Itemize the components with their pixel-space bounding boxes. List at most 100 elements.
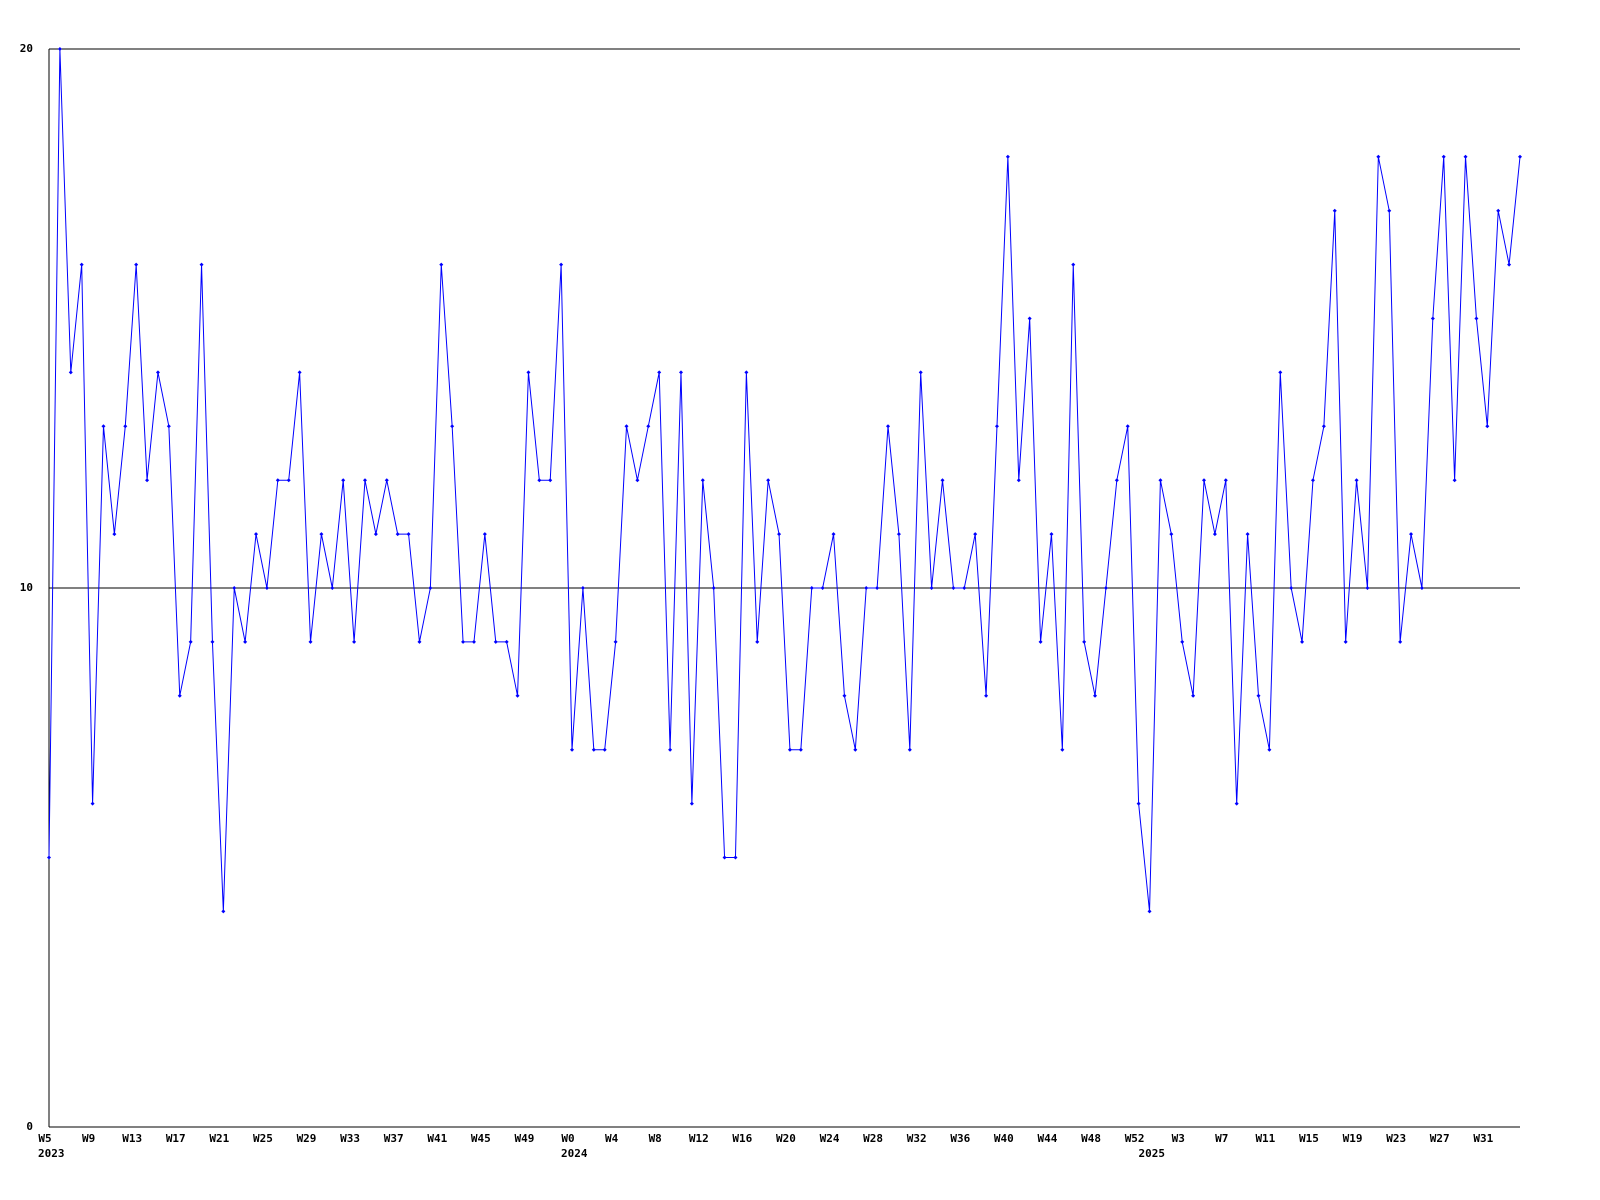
data-point bbox=[1136, 801, 1141, 806]
x-tick-label: W0 bbox=[561, 1132, 574, 1145]
data-point bbox=[461, 639, 466, 644]
x-tick-label: W11 bbox=[1255, 1132, 1275, 1145]
x-tick-label: W4 bbox=[605, 1132, 619, 1145]
data-point bbox=[1376, 154, 1381, 159]
data-point bbox=[1049, 532, 1054, 537]
data-point bbox=[700, 478, 705, 483]
data-point bbox=[537, 478, 542, 483]
data-point bbox=[1223, 478, 1228, 483]
data-point bbox=[504, 639, 509, 644]
data-point bbox=[570, 747, 575, 752]
data-point bbox=[1202, 478, 1207, 483]
data-point bbox=[602, 747, 607, 752]
data-point bbox=[711, 586, 716, 590]
data-point bbox=[1093, 693, 1098, 698]
data-point bbox=[1343, 639, 1348, 644]
data-point bbox=[668, 747, 673, 752]
data-point bbox=[57, 47, 62, 51]
data-point bbox=[733, 855, 738, 860]
data-point bbox=[330, 586, 335, 590]
x-tick-label: W13 bbox=[122, 1132, 142, 1145]
data-point bbox=[428, 586, 433, 590]
data-point bbox=[886, 424, 891, 429]
data-point bbox=[319, 532, 324, 537]
x-tick-label: W20 bbox=[776, 1132, 796, 1145]
x-tick-label: W9 bbox=[82, 1132, 95, 1145]
y-tick-label: 0 bbox=[26, 1120, 33, 1133]
data-point bbox=[221, 909, 226, 914]
data-point bbox=[929, 586, 934, 590]
data-point bbox=[90, 801, 95, 806]
data-point bbox=[809, 586, 814, 590]
data-point bbox=[384, 478, 389, 483]
data-point bbox=[417, 639, 422, 644]
x-tick-label: W23 bbox=[1386, 1132, 1406, 1145]
data-point bbox=[155, 370, 160, 375]
data-point bbox=[79, 262, 84, 267]
data-point bbox=[635, 478, 640, 483]
data-point bbox=[1114, 478, 1119, 483]
x-tick-label: W27 bbox=[1430, 1132, 1450, 1145]
data-point bbox=[842, 693, 847, 698]
data-point bbox=[1289, 586, 1294, 590]
data-point bbox=[1409, 532, 1414, 537]
data-point bbox=[1256, 693, 1261, 698]
data-point bbox=[210, 639, 215, 644]
data-point bbox=[373, 532, 378, 537]
data-point bbox=[232, 586, 237, 590]
data-point bbox=[973, 532, 978, 537]
data-point bbox=[1518, 154, 1522, 159]
x-tick-label: W44 bbox=[1038, 1132, 1058, 1145]
data-point bbox=[1016, 478, 1021, 483]
data-point bbox=[1125, 424, 1130, 429]
data-point bbox=[68, 370, 73, 375]
data-point bbox=[1321, 424, 1326, 429]
data-point bbox=[1191, 693, 1196, 698]
y-tick-label: 10 bbox=[20, 581, 33, 594]
data-point bbox=[1496, 208, 1501, 213]
x-tick-label: W37 bbox=[384, 1132, 404, 1145]
data-point bbox=[678, 370, 683, 375]
x-tick-label: W17 bbox=[166, 1132, 186, 1145]
data-point bbox=[286, 478, 291, 483]
data-point bbox=[493, 639, 498, 644]
data-point bbox=[766, 478, 771, 483]
data-point bbox=[962, 586, 967, 590]
x-tick-label: W7 bbox=[1215, 1132, 1228, 1145]
data-point bbox=[940, 478, 945, 483]
year-label: 2024 bbox=[561, 1147, 588, 1160]
x-tick-label: W45 bbox=[471, 1132, 491, 1145]
x-tick-label: W12 bbox=[689, 1132, 709, 1145]
data-point bbox=[1082, 639, 1087, 644]
x-tick-label: W32 bbox=[907, 1132, 927, 1145]
data-point bbox=[177, 693, 182, 698]
data-point bbox=[450, 424, 455, 429]
x-tick-label: W48 bbox=[1081, 1132, 1101, 1145]
data-point bbox=[395, 532, 400, 537]
data-point bbox=[907, 747, 912, 752]
x-tick-label: W8 bbox=[649, 1132, 662, 1145]
x-tick-label: W33 bbox=[340, 1132, 360, 1145]
data-point bbox=[1278, 370, 1283, 375]
data-point bbox=[548, 478, 553, 483]
data-point bbox=[243, 639, 248, 644]
data-point bbox=[1245, 532, 1250, 537]
data-point bbox=[1169, 532, 1174, 537]
year-label: 2023 bbox=[38, 1147, 65, 1160]
data-point bbox=[1212, 532, 1217, 537]
data-point bbox=[112, 532, 117, 537]
data-point bbox=[123, 424, 128, 429]
data-point bbox=[166, 424, 171, 429]
x-tick-label: W25 bbox=[253, 1132, 273, 1145]
data-point bbox=[101, 424, 106, 429]
data-point bbox=[264, 586, 269, 590]
x-tick-label: W40 bbox=[994, 1132, 1014, 1145]
x-tick-label: W21 bbox=[209, 1132, 229, 1145]
data-point bbox=[787, 747, 792, 752]
data-point bbox=[352, 639, 357, 644]
data-point bbox=[297, 370, 302, 375]
x-tick-label: W24 bbox=[820, 1132, 840, 1145]
data-point bbox=[1354, 478, 1359, 483]
